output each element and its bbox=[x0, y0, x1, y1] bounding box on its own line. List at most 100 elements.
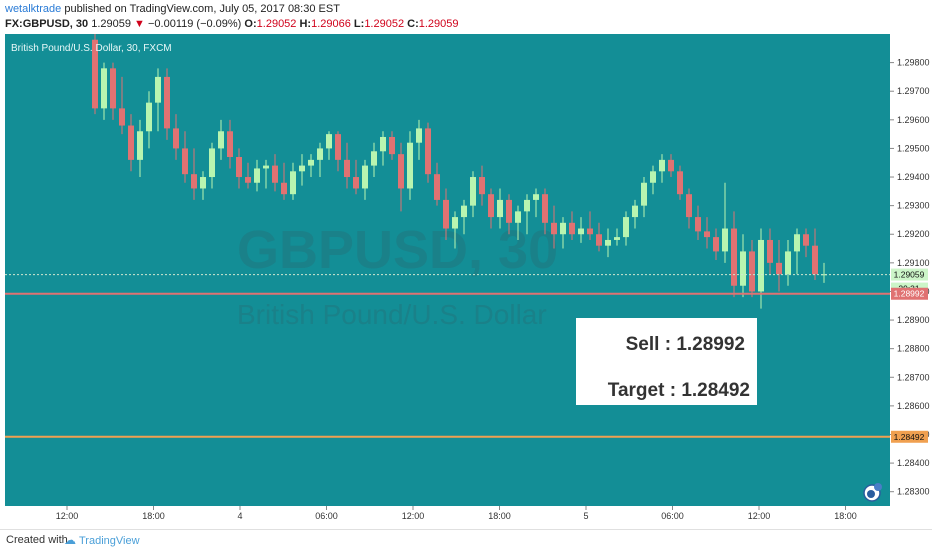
y-tick-label: 1.29300 bbox=[897, 201, 930, 211]
candle-body bbox=[101, 68, 107, 109]
chart-title: British Pound/U.S. Dollar, 30, FXCM bbox=[11, 43, 172, 54]
candle-body bbox=[200, 177, 206, 189]
candle-body bbox=[542, 194, 548, 223]
low-value: 1.29052 bbox=[364, 18, 405, 30]
candle-body bbox=[281, 182, 287, 195]
price-label-text: 1.28992 bbox=[894, 289, 925, 299]
open-value: 1.29052 bbox=[256, 18, 297, 30]
price-label-text: 1.29059 bbox=[894, 270, 925, 280]
author-link[interactable]: wetalktrade bbox=[5, 3, 62, 15]
candle-body bbox=[425, 128, 431, 175]
x-tick-label: 4 bbox=[237, 511, 242, 521]
candle-body bbox=[326, 134, 332, 149]
candle-body bbox=[821, 274, 827, 276]
cloud-icon: ☁ bbox=[64, 533, 76, 547]
candle-body bbox=[245, 177, 251, 183]
y-tick-label: 1.29200 bbox=[897, 229, 930, 239]
y-tick-label: 1.28700 bbox=[897, 372, 930, 382]
symbol-label: FX:GBPUSD, 30 bbox=[5, 18, 89, 30]
y-tick-label: 1.29700 bbox=[897, 86, 930, 96]
candle-body bbox=[569, 222, 575, 235]
candle-body bbox=[92, 39, 98, 109]
candle-body bbox=[749, 251, 755, 292]
candle-body bbox=[704, 231, 710, 238]
candle-body bbox=[146, 102, 152, 132]
sell-value: 1.28992 bbox=[676, 334, 745, 355]
publish-line: wetalktrade published on TradingView.com… bbox=[5, 3, 340, 15]
quote-line: FX:GBPUSD, 30 1.29059 ▼ −0.00119 (−0.09%… bbox=[5, 18, 459, 30]
x-tick-label: 12:00 bbox=[748, 511, 771, 521]
watermark-symbol: GBPUSD, 30 bbox=[237, 220, 558, 280]
axis-background bbox=[890, 34, 930, 529]
x-tick-label: 5 bbox=[583, 511, 588, 521]
candle-body bbox=[506, 199, 512, 223]
candle-body bbox=[803, 234, 809, 246]
candle-body bbox=[173, 128, 179, 149]
target-annotation: Target : 1.28492 bbox=[608, 380, 750, 401]
candle-body bbox=[398, 154, 404, 189]
low-label: L: bbox=[353, 18, 365, 30]
candle-body bbox=[560, 222, 566, 235]
y-tick-label: 1.28600 bbox=[897, 401, 930, 411]
candle-body bbox=[452, 217, 458, 229]
x-tick-label: 12:00 bbox=[402, 511, 425, 521]
candle-body bbox=[236, 157, 242, 178]
x-tick-label: 18:00 bbox=[142, 511, 165, 521]
tradingview-logo[interactable]: ☁ TradingView bbox=[64, 533, 140, 547]
candle-body bbox=[812, 245, 818, 275]
candle-body bbox=[290, 171, 296, 195]
created-with-text: Created with bbox=[6, 534, 68, 546]
candle-body bbox=[434, 174, 440, 200]
candle-body bbox=[794, 234, 800, 252]
time-axis-background bbox=[5, 506, 890, 529]
candle-body bbox=[380, 136, 386, 152]
target-label: Target : bbox=[608, 380, 676, 401]
y-tick-label: 1.28900 bbox=[897, 315, 930, 325]
candle-body bbox=[776, 262, 782, 275]
candle-body bbox=[497, 199, 503, 218]
candle-body bbox=[713, 237, 719, 252]
candle-body bbox=[614, 237, 620, 240]
candle-body bbox=[551, 222, 557, 235]
candle-body bbox=[164, 76, 170, 129]
y-tick-label: 1.28400 bbox=[897, 458, 930, 468]
candle-body bbox=[335, 134, 341, 160]
candle-body bbox=[479, 177, 485, 195]
candle-body bbox=[758, 239, 764, 292]
candle-body bbox=[722, 228, 728, 252]
candle-body bbox=[695, 217, 701, 232]
candlestick-chart[interactable]: GBPUSD, 30 British Pound/U.S. Dollar 1.2… bbox=[5, 34, 930, 529]
candle-body bbox=[128, 125, 134, 160]
tradingview-badge-icon[interactable] bbox=[863, 483, 882, 502]
candle-body bbox=[353, 177, 359, 189]
candle-body bbox=[641, 182, 647, 206]
candle-body bbox=[605, 239, 611, 246]
annotation-box: Sell : 1.28992 Target : 1.28492 bbox=[576, 318, 757, 405]
open-label: O: bbox=[244, 18, 257, 30]
candle-body bbox=[443, 199, 449, 229]
y-tick-label: 1.28800 bbox=[897, 344, 930, 354]
x-tick-label: 18:00 bbox=[488, 511, 511, 521]
x-tick-label: 18:00 bbox=[834, 511, 857, 521]
candle-body bbox=[731, 228, 737, 286]
price-change: −0.00119 (−0.09%) bbox=[147, 18, 242, 30]
last-price: 1.29059 bbox=[91, 18, 131, 30]
candle-body bbox=[272, 165, 278, 183]
candle-body bbox=[227, 131, 233, 158]
candle-body bbox=[110, 68, 116, 109]
candle-body bbox=[182, 148, 188, 175]
candle-body bbox=[416, 128, 422, 143]
candle-body bbox=[461, 205, 467, 218]
candle-body bbox=[488, 194, 494, 218]
candle-body bbox=[650, 171, 656, 183]
candle-body bbox=[524, 199, 530, 212]
y-tick-label: 1.29800 bbox=[897, 58, 930, 68]
candle-body bbox=[344, 159, 350, 178]
sell-label: Sell : bbox=[626, 334, 671, 355]
candle-body bbox=[119, 108, 125, 126]
chart-area[interactable]: GBPUSD, 30 British Pound/U.S. Dollar 1.2… bbox=[5, 34, 930, 529]
watermark: GBPUSD, 30 British Pound/U.S. Dollar bbox=[237, 220, 558, 330]
footer: Created with ☁ TradingView bbox=[0, 529, 932, 551]
candle-body bbox=[686, 194, 692, 218]
y-tick-label: 1.29100 bbox=[897, 258, 930, 268]
